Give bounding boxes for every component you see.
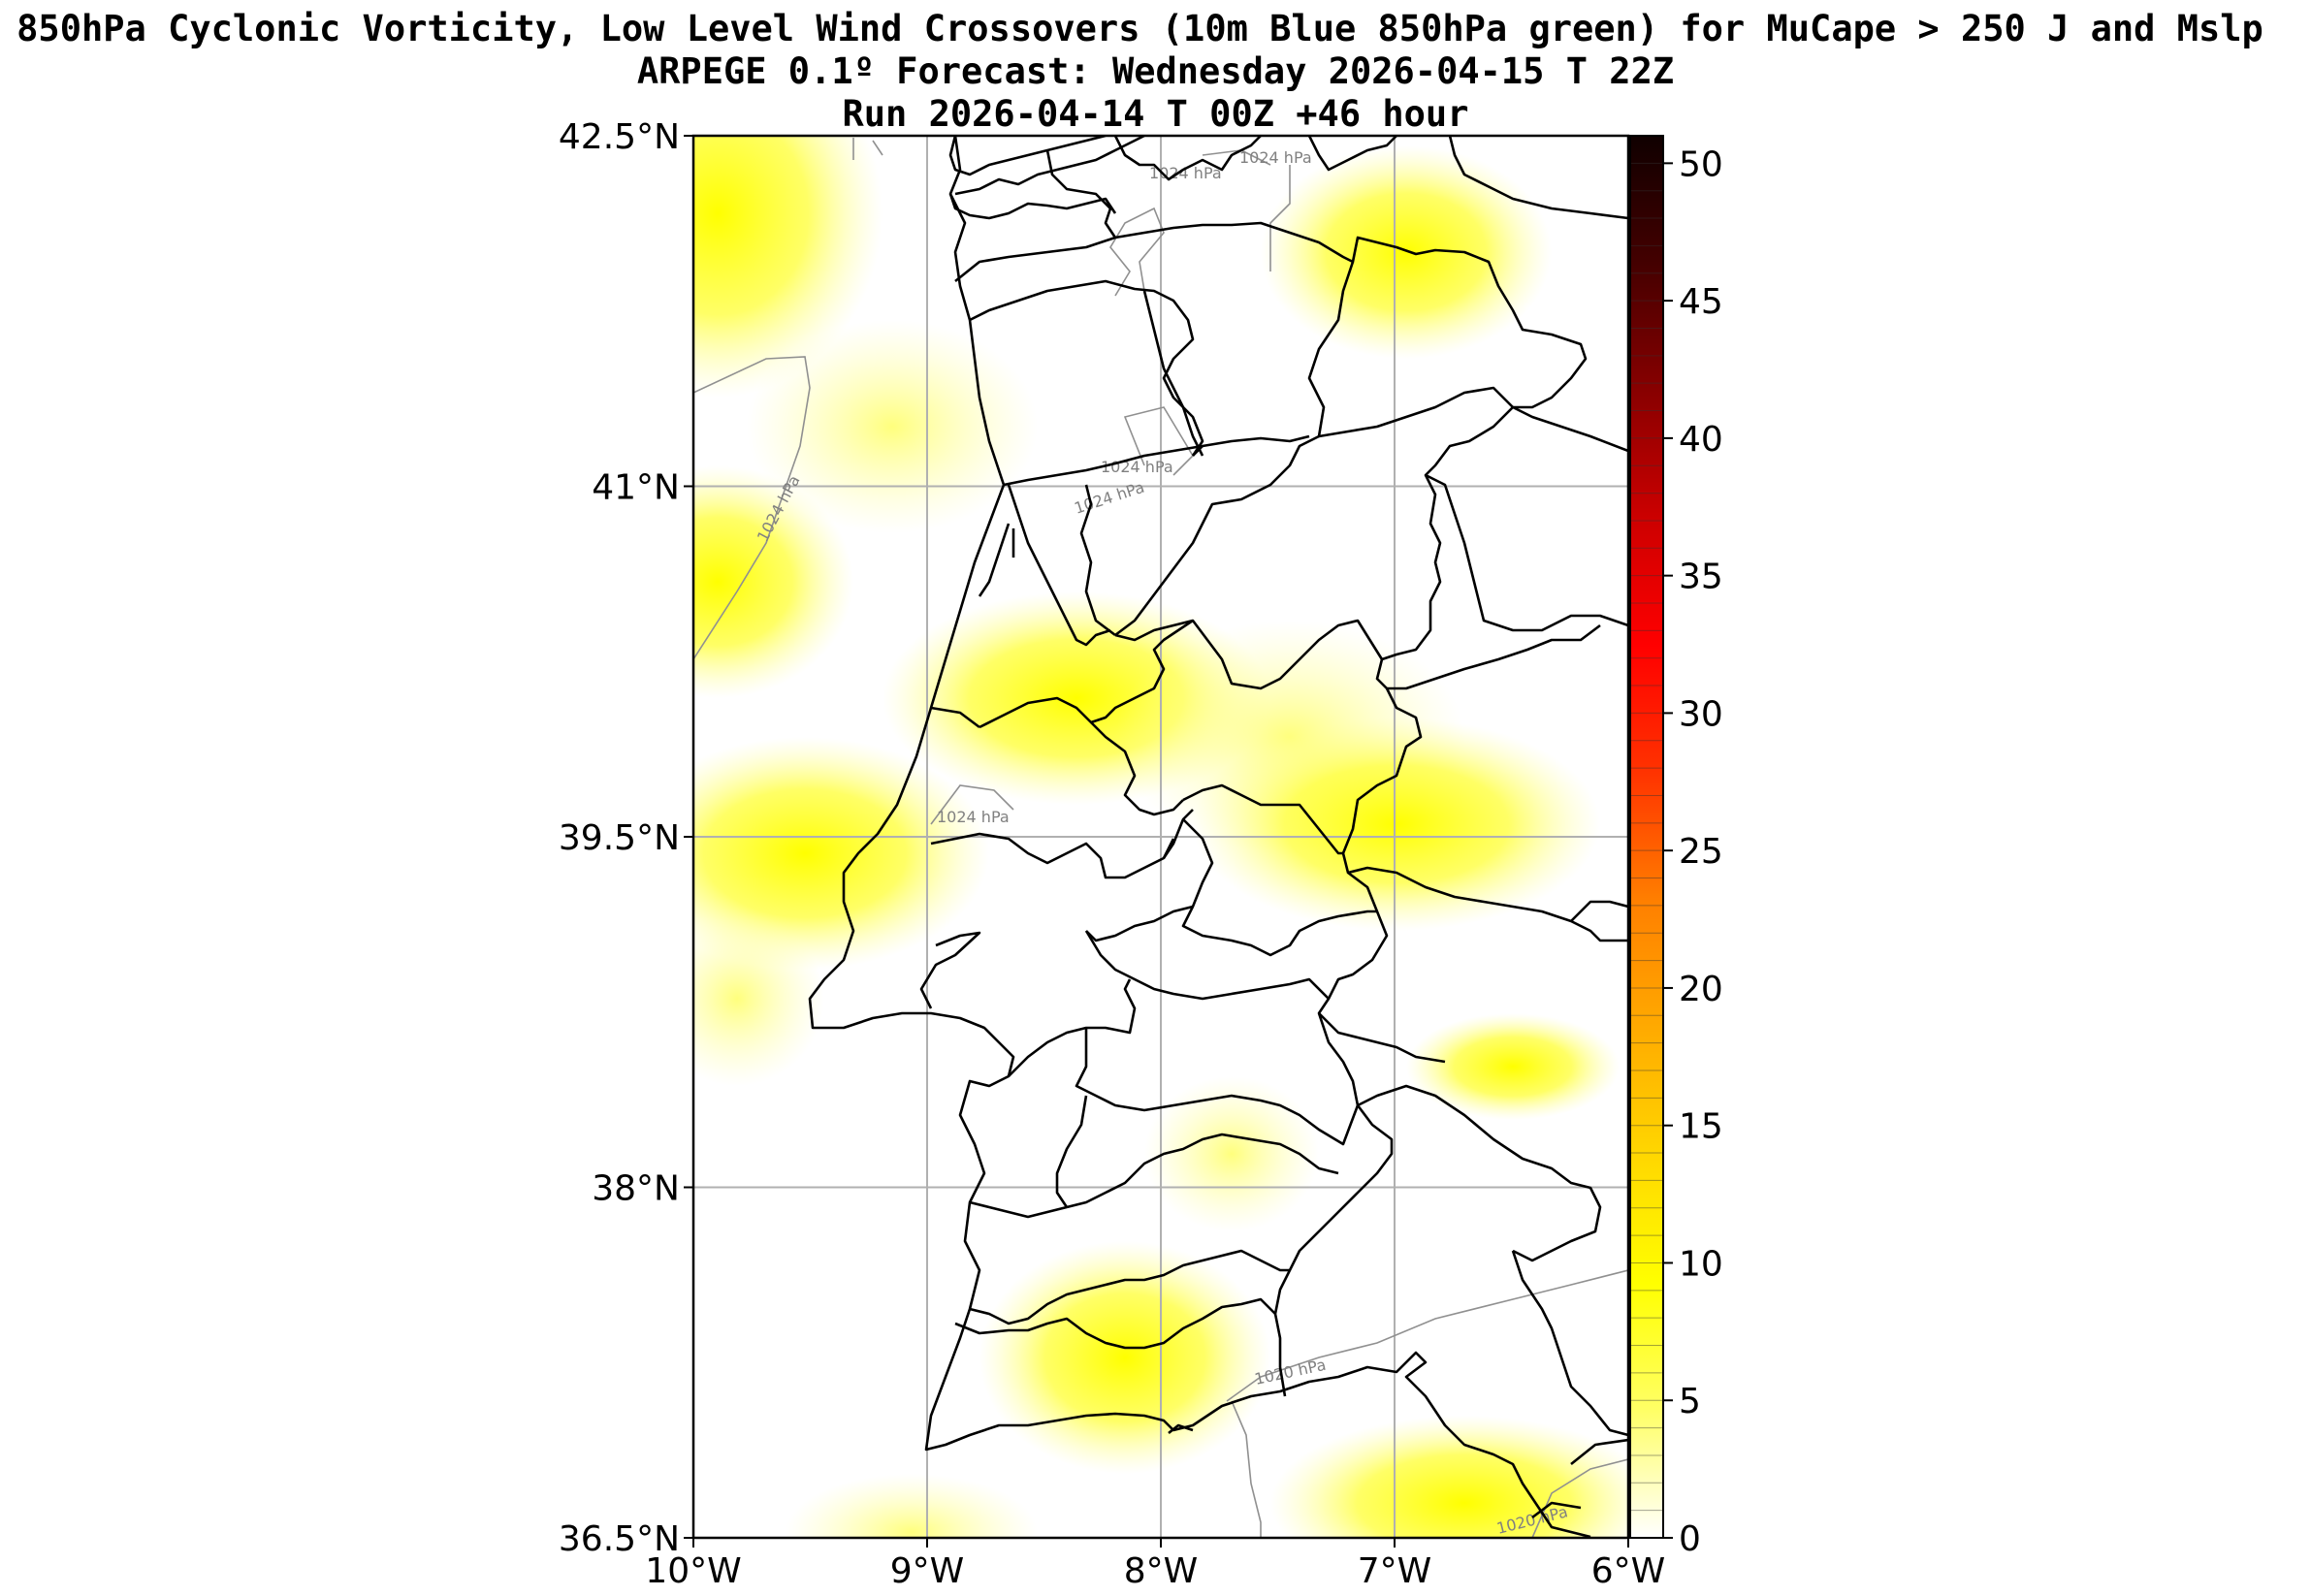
colorbar-fill xyxy=(1630,136,1663,1538)
title-line-3: Run 2026-04-14 T 00Z +46 hour xyxy=(842,93,1469,135)
lat-tick-label: 36.5°N xyxy=(559,1519,680,1559)
colorbar-tick-label: 45 xyxy=(1679,282,1723,322)
colorbar-tick-label: 50 xyxy=(1679,144,1723,184)
vorticity-fill xyxy=(693,136,1628,1538)
colorbar-tick-label: 5 xyxy=(1679,1382,1701,1421)
lon-tick-label: 7°W xyxy=(1358,1551,1432,1591)
isobar-label: 1024 hPa xyxy=(1149,164,1222,182)
map-gridlines xyxy=(693,136,1628,1538)
lat-tick-label: 42.5°N xyxy=(559,117,680,157)
colorbar-tick-label: 15 xyxy=(1679,1107,1723,1147)
lat-tick-label: 38°N xyxy=(592,1169,680,1209)
colorbar-frame xyxy=(1629,135,1664,1539)
coastlines-and-borders xyxy=(808,136,1628,1538)
isobar-label: 1024 hPa xyxy=(937,808,1010,826)
title-line-1: 850hPa Cyclonic Vorticity, Low Level Win… xyxy=(16,8,2263,49)
lat-axis: 42.5°N 41°N 39.5°N 38°N 36.5°N xyxy=(559,117,693,1559)
isobar-label: 1024 hPa xyxy=(1239,148,1312,167)
lon-tick-label: 9°W xyxy=(890,1551,965,1591)
colorbar-tick-label: 40 xyxy=(1679,420,1723,460)
colorbar-tick-label: 25 xyxy=(1679,832,1723,872)
colorbar-tick-label: 10 xyxy=(1679,1244,1723,1284)
lon-tick-label: 10°W xyxy=(645,1551,741,1591)
isobar-label: 1024 hPa xyxy=(1101,458,1173,476)
coastline xyxy=(808,136,1591,1538)
title-line-2: ARPEGE 0.1º Forecast: Wednesday 2026-04-… xyxy=(636,50,1675,92)
lon-tick-label: 6°W xyxy=(1591,1551,1666,1591)
colorbar-tick-label: 35 xyxy=(1679,558,1723,597)
map-panel: 1024 hPa 1024 hPa 1024 hPa 1024 hPa 1024… xyxy=(693,136,1628,1538)
colorbar: 0 5 10 15 20 25 30 35 40 45 50 xyxy=(1629,135,1723,1559)
colorbar-tick-label: 30 xyxy=(1679,694,1723,734)
colorbar-tick-label: 0 xyxy=(1679,1519,1701,1559)
lon-axis: 10°W 9°W 8°W 7°W 6°W xyxy=(645,1538,1665,1591)
colorbar-tick-label: 20 xyxy=(1679,970,1723,1009)
lat-tick-label: 41°N xyxy=(592,468,680,508)
lon-tick-label: 8°W xyxy=(1124,1551,1199,1591)
lat-tick-label: 39.5°N xyxy=(559,818,680,858)
